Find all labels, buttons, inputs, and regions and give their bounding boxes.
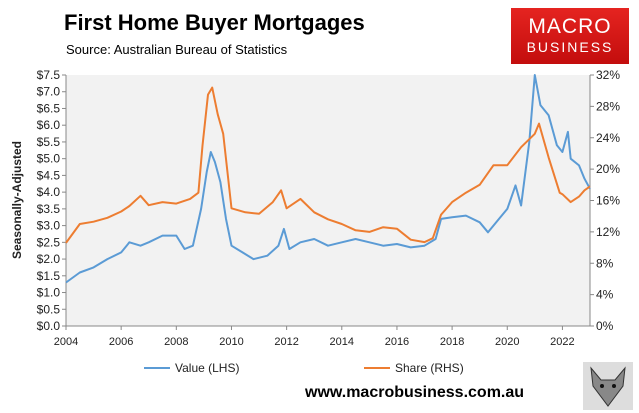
chart-title: First Home Buyer Mortgages bbox=[64, 10, 365, 35]
y-axis-label: Seasonally-Adjusted bbox=[10, 141, 24, 259]
fox-mascot-icon bbox=[583, 362, 633, 410]
x-tick-label: 2014 bbox=[330, 336, 354, 348]
x-tick-label: 2008 bbox=[164, 336, 188, 348]
y-tick-label: $2.5 bbox=[37, 235, 61, 249]
y-tick-label: $6.5 bbox=[37, 101, 61, 115]
y2-tick-label: 28% bbox=[596, 99, 620, 113]
y-tick-label: $0.0 bbox=[37, 319, 61, 333]
macrobusiness-logo: MACRO BUSINESS bbox=[511, 8, 629, 64]
series-line-value bbox=[65, 74, 591, 284]
y2-tick-label: 24% bbox=[596, 131, 620, 145]
y-tick-label: $4.5 bbox=[37, 168, 61, 182]
y-tick-label: $5.5 bbox=[37, 135, 61, 149]
y2-tick-label: 0% bbox=[596, 319, 614, 333]
x-tick-label: 2010 bbox=[219, 336, 243, 348]
logo-line2: BUSINESS bbox=[526, 39, 614, 55]
footer-url: www.macrobusiness.com.au bbox=[305, 384, 525, 401]
legend-label: Value (LHS) bbox=[175, 361, 239, 375]
y2-tick-label: 20% bbox=[596, 162, 620, 176]
x-tick-label: 2004 bbox=[54, 336, 78, 348]
y-tick-label: $1.0 bbox=[37, 286, 61, 300]
y-tick-label: $6.0 bbox=[37, 118, 61, 132]
x-tick-label: 2012 bbox=[274, 336, 298, 348]
y-tick-label: $0.5 bbox=[37, 302, 61, 316]
series-line-share bbox=[65, 86, 591, 244]
chart-source: Source: Australian Bureau of Statistics bbox=[66, 42, 288, 57]
x-tick-label: 2016 bbox=[385, 336, 409, 348]
y-tick-label: $4.0 bbox=[37, 185, 61, 199]
y-tick-label: $3.5 bbox=[37, 202, 61, 216]
x-tick-label: 2022 bbox=[550, 336, 574, 348]
y2-tick-label: 32% bbox=[596, 68, 620, 82]
y-tick-label: $7.0 bbox=[37, 85, 61, 99]
y2-tick-label: 16% bbox=[596, 194, 620, 208]
x-tick-label: 2006 bbox=[109, 336, 133, 348]
plot-area bbox=[66, 75, 590, 326]
y2-tick-label: 12% bbox=[596, 225, 620, 239]
logo-line1: MACRO bbox=[528, 15, 612, 38]
legend-label: Share (RHS) bbox=[395, 361, 464, 375]
y-tick-label: $3.0 bbox=[37, 219, 61, 233]
x-tick-label: 2020 bbox=[495, 336, 519, 348]
y-tick-label: $5.0 bbox=[37, 152, 61, 166]
y2-tick-label: 8% bbox=[596, 256, 614, 270]
y-tick-label: $7.5 bbox=[37, 68, 61, 82]
x-tick-label: 2018 bbox=[440, 336, 464, 348]
y2-tick-label: 4% bbox=[596, 288, 614, 302]
y-tick-label: $2.0 bbox=[37, 252, 61, 266]
y-tick-label: $1.5 bbox=[37, 269, 61, 283]
